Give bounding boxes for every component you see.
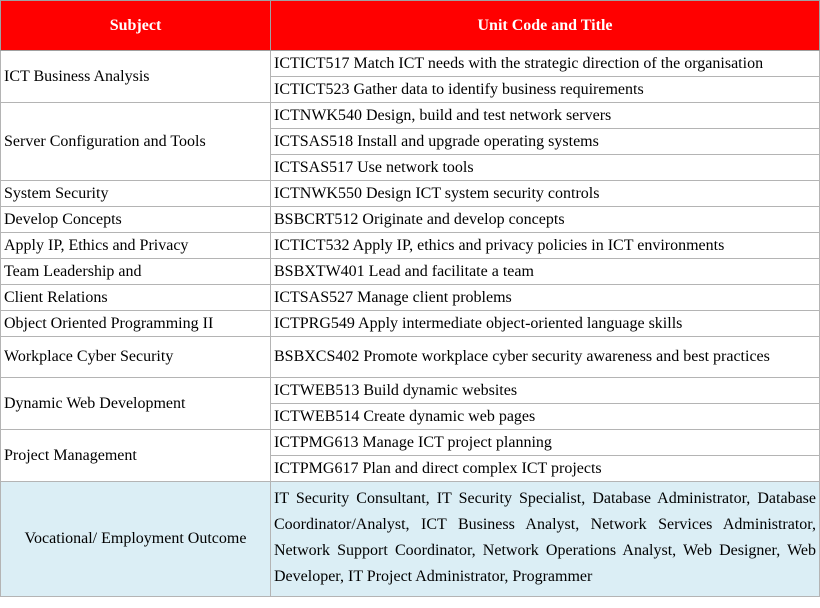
subject-cell: Object Oriented Programming II (0, 310, 271, 337)
subject-cell: System Security (0, 180, 271, 207)
table-row: ICTPMG617 Plan and direct complex ICT pr… (1, 455, 820, 482)
subject-cell: Dynamic Web Development (0, 377, 271, 430)
unit-cell: ICTWEB514 Create dynamic web pages (270, 403, 820, 430)
table-row: ICTSAS518 Install and upgrade operating … (1, 128, 820, 155)
subject-column-header: Subject (0, 0, 271, 51)
table-row: Develop Concepts BSBCRT512 Originate and… (0, 206, 820, 233)
table-row: Project Management ICTPMG613 Manage ICT … (0, 429, 820, 482)
table-row: Dynamic Web Development ICTWEB513 Build … (0, 377, 820, 430)
subject-cell: Workplace Cyber Security (0, 336, 271, 378)
unit-cell: ICTPMG613 Manage ICT project planning (270, 429, 820, 456)
unit-cell: ICTICT523 Gather data to identify busine… (270, 76, 820, 103)
table-row: ICTWEB514 Create dynamic web pages (1, 403, 820, 430)
table-row: ICTICT523 Gather data to identify busine… (1, 76, 820, 103)
table-row: System Security ICTNWK550 Design ICT sys… (0, 180, 820, 207)
table-row: Server Configuration and Tools ICTNWK540… (0, 102, 820, 181)
unit-cell: ICTSAS518 Install and upgrade operating … (270, 128, 820, 155)
unit-cell: BSBCRT512 Originate and develop concepts (270, 206, 820, 233)
subject-cell: Server Configuration and Tools (0, 102, 271, 181)
subject-cell: Client Relations (0, 284, 271, 311)
unit-cell: ICTPRG549 Apply intermediate object-orie… (270, 310, 820, 337)
subject-cell: ICT Business Analysis (0, 50, 271, 103)
subject-cell: Develop Concepts (0, 206, 271, 233)
unit-cell: ICTNWK540 Design, build and test network… (270, 102, 820, 129)
unit-column-header: Unit Code and Title (270, 0, 820, 51)
table-row: Workplace Cyber Security BSBXCS402 Promo… (0, 336, 820, 378)
table-row: Apply IP, Ethics and Privacy ICTICT532 A… (0, 232, 820, 259)
table-header-row: Subject Unit Code and Title (0, 0, 820, 51)
table-row: Client Relations ICTSAS527 Manage client… (0, 284, 820, 311)
outcome-subject-cell: Vocational/ Employment Outcome (0, 481, 271, 597)
unit-cell: ICTSAS527 Manage client problems (270, 284, 820, 311)
table-row: ICT Business Analysis ICTICT517 Match IC… (0, 50, 820, 103)
unit-cell: ICTNWK550 Design ICT system security con… (270, 180, 820, 207)
subject-cell: Team Leadership and (0, 258, 271, 285)
subject-cell: Apply IP, Ethics and Privacy (0, 232, 271, 259)
unit-cell: BSBXTW401 Lead and facilitate a team (270, 258, 820, 285)
outcome-row: Vocational/ Employment Outcome IT Securi… (0, 481, 820, 597)
unit-cell: BSBXCS402 Promote workplace cyber securi… (270, 336, 820, 378)
subject-cell: Project Management (0, 429, 271, 482)
unit-cell: ICTSAS517 Use network tools (270, 154, 820, 181)
table-row: Object Oriented Programming II ICTPRG549… (0, 310, 820, 337)
unit-cell: ICTPMG617 Plan and direct complex ICT pr… (270, 455, 820, 482)
outcome-text-cell: IT Security Consultant, IT Security Spec… (270, 481, 820, 597)
unit-cell: ICTICT532 Apply IP, ethics and privacy p… (270, 232, 820, 259)
unit-cell: ICTWEB513 Build dynamic websites (270, 377, 820, 404)
table-row: Team Leadership and BSBXTW401 Lead and f… (0, 258, 820, 285)
unit-cell: ICTICT517 Match ICT needs with the strat… (270, 50, 820, 77)
